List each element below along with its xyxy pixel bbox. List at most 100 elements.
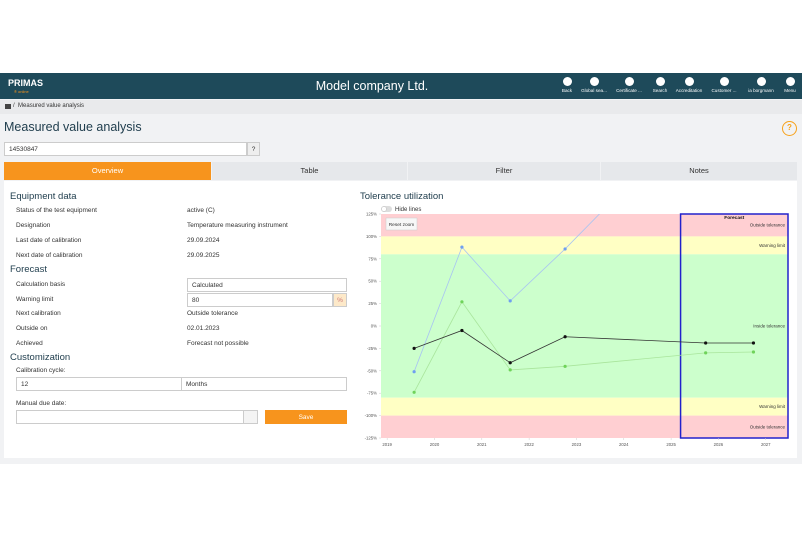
- nav-label: ia borgmann: [748, 88, 774, 93]
- page-title: Measured value analysis: [4, 120, 142, 134]
- y-tick-label: 0%: [371, 324, 377, 329]
- tab[interactable]: Table: [212, 162, 407, 180]
- nav-label: Certificate ...: [616, 88, 642, 93]
- tab[interactable]: Filter: [408, 162, 600, 180]
- field-label: Next date of calibration: [16, 252, 83, 259]
- field-label: Manual due date:: [16, 400, 67, 407]
- reset-zoom-label: Reset zoom: [389, 222, 415, 228]
- field-value: 29.09.2025: [187, 252, 220, 259]
- y-tick-label: 75%: [368, 256, 377, 261]
- data-point: [460, 245, 464, 249]
- field-label: Last date of calibration: [16, 237, 82, 244]
- nav-label: Accreditation: [675, 88, 703, 93]
- nav-item[interactable]: Search: [643, 73, 677, 93]
- zone-label: Warning limit: [759, 243, 786, 248]
- data-point: [563, 335, 567, 339]
- field-label: Achieved: [16, 340, 43, 347]
- zone: [381, 397, 788, 416]
- y-tick-label: 25%: [368, 301, 377, 306]
- home-icon[interactable]: [5, 104, 11, 109]
- field-label: Calibration cycle:: [16, 367, 66, 374]
- nav-item[interactable]: Accreditation: [672, 73, 706, 93]
- data-point: [751, 341, 756, 345]
- field-label: Designation: [16, 222, 51, 229]
- y-tick-label: -125%: [365, 436, 378, 441]
- field-label: Next calibration: [16, 310, 61, 317]
- data-point: [508, 368, 512, 372]
- nav-label: Customer ...: [711, 88, 737, 93]
- y-tick-label: 125%: [366, 212, 377, 217]
- tab[interactable]: Overview: [4, 162, 211, 180]
- input[interactable]: 80: [187, 293, 333, 307]
- zone: [381, 415, 788, 438]
- breadcrumb-bar: / Measured value analysis: [0, 100, 802, 114]
- field-value: Outside tolerance: [187, 310, 238, 317]
- series-line: [413, 330, 754, 364]
- data-point: [460, 328, 464, 333]
- series-line: [413, 301, 754, 393]
- zone: [381, 214, 788, 237]
- section-heading: Equipment data: [10, 191, 77, 202]
- input: [16, 410, 244, 424]
- chart: Tolerance utilization Hide lines Outside t…: [360, 190, 789, 447]
- nav-item[interactable]: Back: [550, 73, 584, 93]
- nav-icon: [785, 77, 795, 86]
- nav-item[interactable]: Customer ...: [707, 73, 741, 93]
- y-tick-label: 100%: [366, 234, 377, 239]
- data-point: [620, 190, 623, 193]
- nav-label: Global sea...: [581, 88, 607, 93]
- calendar-button: [243, 410, 258, 424]
- plot: [412, 190, 756, 394]
- chart-title: Tolerance utilization: [360, 191, 443, 202]
- unit-addon: %: [333, 293, 347, 307]
- search-help[interactable]: ?: [247, 142, 260, 156]
- nav-item[interactable]: Certificate ...: [612, 73, 646, 93]
- x-tick-label: 2024: [619, 442, 629, 447]
- reset-zoom[interactable]: [385, 217, 418, 231]
- data-point: [704, 341, 708, 345]
- toggle-knob: [381, 206, 387, 212]
- x-tick-label: 2026: [714, 442, 724, 447]
- x-tick-label: 2022: [524, 442, 534, 447]
- save-button[interactable]: Save: [265, 410, 347, 424]
- data-point: [563, 364, 567, 368]
- section-heading: Forecast: [10, 264, 47, 275]
- header: PRIMAS ® online Model company Ltd. Back G…: [0, 73, 802, 99]
- nav-item[interactable]: Global sea...: [577, 73, 611, 93]
- data-point: [460, 300, 464, 304]
- field-label: Calculation basis: [16, 281, 66, 288]
- nav-icon: [589, 77, 599, 86]
- x-tick-label: 2021: [477, 442, 487, 447]
- nav-item[interactable]: Menu: [773, 73, 802, 93]
- nav-icon: [655, 77, 665, 86]
- x-tick-label: 2020: [430, 442, 440, 447]
- help-button[interactable]: ?: [782, 121, 797, 136]
- field-value: 02.01.2023: [187, 325, 220, 332]
- nav-label: Search: [652, 88, 668, 93]
- input[interactable]: 12: [16, 377, 182, 391]
- data-point: [704, 351, 708, 355]
- nav-icon: [562, 77, 572, 86]
- field-value: Forecast not possible: [187, 340, 249, 347]
- data-point: [412, 346, 416, 350]
- nav-item[interactable]: ia borgmann: [744, 73, 778, 93]
- company: Model company Ltd.: [315, 79, 429, 93]
- zone-label: Warning limit: [759, 404, 786, 409]
- zone-label: Outside tolerance: [750, 223, 786, 228]
- data-point: [412, 370, 416, 374]
- data-point: [563, 247, 567, 251]
- section-heading: Customization: [10, 352, 71, 363]
- x-tick-label: 2023: [572, 442, 582, 447]
- select[interactable]: Months: [181, 377, 347, 391]
- search-input[interactable]: 14530847: [4, 142, 247, 156]
- nav-label: Back: [561, 88, 573, 93]
- tab[interactable]: Notes: [601, 162, 797, 180]
- y-tick-label: -100%: [365, 413, 378, 418]
- data-point: [412, 390, 416, 394]
- forecast-label: Forecast: [724, 215, 744, 221]
- zone-label: Outside tolerance: [750, 424, 786, 429]
- select[interactable]: Calculated: [187, 278, 347, 292]
- logo: PRIMAS: [8, 78, 44, 88]
- field-value: 29.09.2024: [187, 237, 220, 244]
- breadcrumb[interactable]: Measured value analysis: [18, 103, 85, 109]
